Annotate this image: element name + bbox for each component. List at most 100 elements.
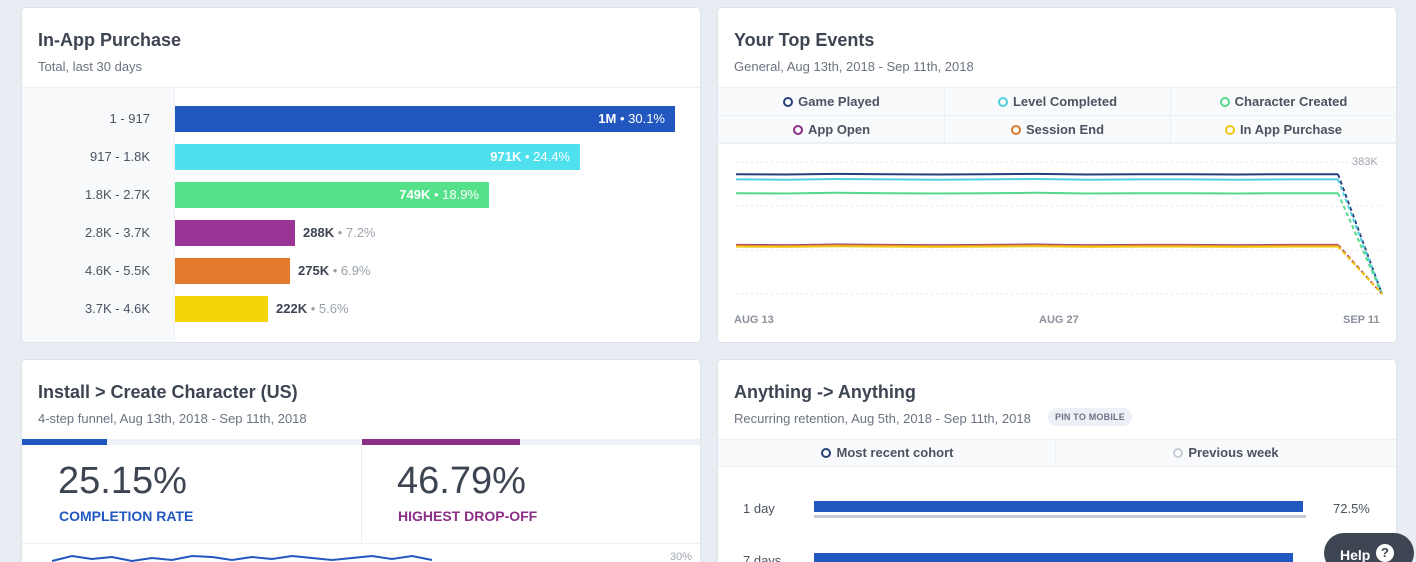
events-line-chart [735,161,1383,295]
iap-bar-row[interactable]: 1.8K - 2.7K 749K • 18.9% [22,182,700,208]
value-text: 275K [298,263,330,278]
x-tick-label: SEP 11 [1343,314,1380,326]
cohort-dot-icon [821,448,832,458]
separator: • [334,225,346,240]
separator: • [616,111,629,126]
retention-card: Anything -> Anything Recurring retention… [717,359,1397,562]
legend-dot-icon [1224,125,1235,135]
iap-bar[interactable]: 971K • 24.4% [175,144,580,170]
card-title[interactable]: Install > Create Character (US) [38,382,298,402]
events-legend: Game Played Level Completed Character Crea… [718,87,1396,144]
legend-item[interactable]: Game Played [719,88,945,116]
iap-bar-label: 4.6K - 5.5K [84,263,150,278]
card-title[interactable]: Anything -> Anything [734,382,916,402]
retention-bar [814,501,1303,512]
value-text: 222K [276,301,308,316]
completion-rate-label: COMPLETION RATE [59,508,194,524]
percent-text: 5.6% [318,301,349,316]
retention-legend: Most recent cohort Previous week [718,439,1396,467]
legend-label: Session End [1025,122,1105,137]
x-tick-label: AUG 13 [734,314,774,326]
divider [22,87,700,88]
legend-item[interactable]: In App Purchase [1171,116,1396,144]
help-label: Help [1340,547,1371,562]
card-subtitle: General, Aug 13th, 2018 - Sep 11th, 2018 [734,59,974,74]
separator: • [430,187,443,202]
funnel-track [362,439,700,445]
value-text: 971K [490,149,522,164]
legend-label: Game Played [798,94,880,109]
legend-label: Previous week [1188,445,1279,460]
iap-card: In-App Purchase Total, last 30 days 1 - … [21,7,701,343]
percent-text: 24.4% [533,149,570,164]
legend-label: Level Completed [1012,94,1118,109]
funnel-card: Install > Create Character (US) 4-step f… [21,359,701,562]
card-subtitle: Total, last 30 days [38,59,143,74]
iap-bar-row[interactable]: 917 - 1.8K 971K • 24.4% [22,144,700,170]
card-subtitle: Recurring retention, Aug 5th, 2018 - Sep… [734,411,1031,426]
pin-to-mobile-button[interactable]: PIN TO MOBILE [1048,408,1132,426]
card-title[interactable]: In-App Purchase [38,30,182,50]
legend-item[interactable]: Session End [945,116,1171,144]
retention-row-label: 7 days [743,553,782,562]
legend-item[interactable]: Character Created [1171,88,1396,116]
iap-bar[interactable] [175,258,290,284]
legend-previous-week[interactable]: Previous week [1058,440,1394,466]
legend-label: App Open [807,122,871,137]
iap-bar-row[interactable]: 3.7K - 4.6K 222K • 5.6% [22,296,700,322]
iap-bar-label: 917 - 1.8K [90,149,150,164]
percent-text: 30.1% [628,111,665,126]
retention-row-label: 1 day [743,501,775,516]
drop-off-value: 46.79% [397,460,526,502]
x-tick-label: AUG 27 [1039,314,1079,326]
value-text: 749K [399,187,431,202]
value-text: 1M [598,111,617,126]
iap-bar[interactable]: 749K • 18.9% [175,182,489,208]
y-max-label: 383K [1352,156,1378,168]
legend-item[interactable]: App Open [719,116,945,144]
value-text: 288K [303,225,335,240]
iap-bar-value: 288K • 7.2% [303,220,376,246]
iap-bar-label: 3.7K - 4.6K [84,301,150,316]
legend-dot-icon [783,97,794,107]
drop-off-label: HIGHEST DROP-OFF [398,508,538,524]
completion-accent [22,439,107,445]
iap-bar[interactable] [175,296,268,322]
series-line [735,172,1338,176]
series-line [735,191,1338,195]
divider [22,543,700,544]
help-question-icon: ? [1376,544,1394,562]
help-button[interactable]: Help ? [1324,533,1414,562]
series-partial-line [1337,192,1383,295]
iap-bar[interactable]: 1M • 30.1% [175,106,675,132]
legend-item[interactable]: Level Completed [945,88,1171,116]
iap-bar[interactable] [175,220,295,246]
cohort-dot-icon [1173,448,1184,458]
funnel-mini-chart [51,554,433,562]
series-line [735,177,1338,181]
percent-text: 7.2% [345,225,376,240]
label-column [22,88,175,342]
iap-bar-value: 749K • 18.9% [399,182,479,208]
series-line [735,245,1338,248]
top-events-card: Your Top Events General, Aug 13th, 2018 … [717,7,1397,343]
retention-prev-bar [814,515,1306,518]
iap-bar-label: 1.8K - 2.7K [84,187,150,202]
card-title[interactable]: Your Top Events [734,30,875,50]
separator: • [307,301,319,316]
iap-bar-label: 1 - 917 [109,111,150,126]
separator: • [329,263,341,278]
legend-label: Most recent cohort [836,445,954,460]
iap-bar-label: 2.8K - 3.7K [84,225,150,240]
iap-bar-row[interactable]: 1 - 917 1M • 30.1% [22,106,700,132]
iap-bar-value: 275K • 6.9% [298,258,371,284]
events-chart: 383K AUG 13 AUG 27 SEP 11 [718,144,1396,342]
iap-bar-row[interactable]: 4.6K - 5.5K 275K • 6.9% [22,258,700,284]
retention-value: 72.5% [1333,501,1370,516]
funnel-y-label: 30% [670,551,693,562]
legend-most-recent[interactable]: Most recent cohort [720,440,1056,466]
iap-bar-row[interactable]: 2.8K - 3.7K 288K • 7.2% [22,220,700,246]
completion-rate-value: 25.15% [58,460,187,502]
percent-text: 18.9% [442,187,479,202]
series-partial-line [1337,245,1383,295]
